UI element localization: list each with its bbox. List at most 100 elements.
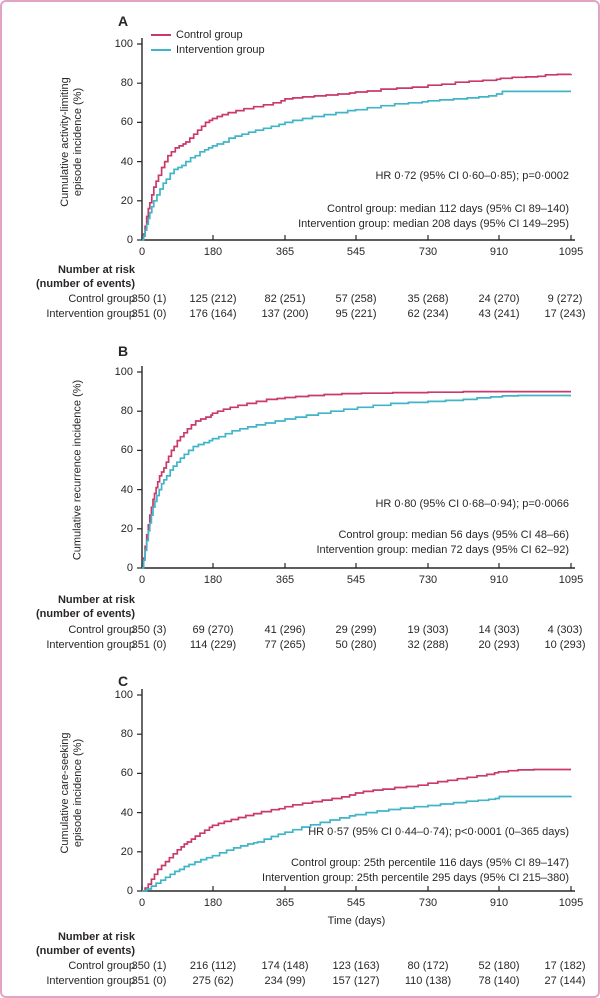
- panel-c-annotation-median-1: Control group: 25th percentile 116 days …: [290, 857, 569, 869]
- panel-a-x-tick-label: 180: [203, 246, 223, 258]
- panel-b-risk-value: 4 (303): [547, 624, 583, 636]
- panel-b-x-tick-label: 545: [346, 574, 366, 586]
- panel-c-x-tick-label: 180: [203, 897, 223, 909]
- panel-a-risk-value: 57 (258): [335, 293, 377, 305]
- panel-c-annotation-hr: HR 0·57 (95% CI 0·44–0·74); p<0·0001 (0–…: [308, 826, 569, 838]
- panel-b-annotation-median-1: Control group: median 56 days (95% CI 48…: [338, 529, 569, 541]
- panel-b-y-axis-title: Cumulative recurrence incidence (%): [71, 379, 84, 561]
- panel-a-risk-value: 351 (0): [131, 308, 167, 320]
- panel-c-risk-value: 123 (163): [332, 960, 380, 972]
- panel-a-risk-value: 125 (212): [189, 293, 237, 305]
- panel-c-risk-value: 157 (127): [332, 975, 380, 987]
- panel-b-risk-row-label: Control group: [68, 624, 135, 636]
- panel-c-risk-value: 350 (1): [131, 960, 167, 972]
- panel-b-risk-value: 32 (288): [407, 639, 449, 651]
- panel-a-y-axis-title: Cumulative activity-limiting episode inci…: [59, 77, 84, 207]
- panel-c-risk-row-label: Intervention group: [46, 975, 135, 987]
- panel-b-x-tick-label: 1095: [558, 574, 584, 586]
- panel-c-risk-value: 17 (182): [544, 960, 586, 972]
- legend-control-swatch: [151, 34, 171, 36]
- panel-c-control-curve: [142, 768, 571, 892]
- panel-b-y-tick-label: 60: [120, 444, 133, 457]
- panel-c-x-tick-label: 545: [346, 897, 366, 909]
- panel-a-y-tick-label: 0: [126, 234, 133, 246]
- panel-b-risk-value: 50 (280): [335, 639, 377, 651]
- panel-b-risk-value: 14 (303): [478, 624, 520, 636]
- panel-b-y-tick-label: 100: [114, 366, 133, 378]
- panel-a-risk-value: 35 (268): [407, 293, 449, 305]
- panel-a-risk-row-label: Control group: [68, 293, 135, 305]
- legend-intervention-swatch: [151, 49, 171, 51]
- panel-b-y-tick-label: 0: [126, 562, 133, 574]
- panel-a-x-tick-label: 730: [418, 246, 438, 258]
- panel-a-risk-value: 95 (221): [335, 308, 377, 320]
- panel-c-label: C: [118, 673, 129, 689]
- panel-a-risk-value: 82 (251): [264, 293, 306, 305]
- panel-a-risk-value: 137 (200): [261, 308, 309, 320]
- panel-c-risk-value: 52 (180): [478, 960, 520, 972]
- panel-c-y-tick-label: 100: [114, 689, 133, 701]
- panel-a-x-tick-label: 545: [346, 246, 366, 258]
- legend-intervention-label: Intervention group: [176, 44, 265, 56]
- panel-a-intervention-curve: [142, 90, 571, 241]
- panel-c-y-tick-label: 20: [120, 845, 133, 858]
- panel-b-risk-value: 19 (303): [407, 624, 449, 636]
- panel-b-risk-value: 29 (299): [335, 624, 377, 636]
- panel-b-y-tick-label: 20: [120, 522, 133, 535]
- panel-a-x-tick-label: 1095: [558, 246, 584, 258]
- panel-c-risk-row-label: Control group: [68, 960, 135, 972]
- panel-a-x-tick-label: 910: [489, 246, 509, 258]
- panel-c-y-axis-title: Cumulative care-seeking episode incidence…: [59, 732, 84, 854]
- panel-c-x-tick-label: 0: [138, 897, 146, 909]
- panel-a-annotation-median-2: Intervention group: median 208 days (95%…: [298, 218, 569, 230]
- panel-b-y-tick-label: 40: [120, 483, 133, 496]
- panel-b-risk-value: 41 (296): [264, 624, 306, 636]
- panel-b-annotation-median-2: Intervention group: median 72 days (95% …: [316, 544, 569, 556]
- panel-c-risk-value: 351 (0): [131, 975, 167, 987]
- panel-a-risk-value: 43 (241): [478, 308, 520, 320]
- panel-a-annotation-hr: HR 0·72 (95% CI 0·60–0·85); p=0·0002: [375, 170, 569, 182]
- panel-b-x-tick-label: 365: [275, 574, 295, 586]
- panel-b-control-curve: [142, 390, 571, 569]
- panel-c-x-tick-label: 365: [275, 897, 295, 909]
- panel-c-risk-value: 110 (138): [404, 975, 452, 987]
- panel-a-risk-value: 62 (234): [407, 308, 449, 320]
- panel-b-risk-value: 350 (3): [131, 624, 167, 636]
- panel-a-y-tick-label: 80: [120, 77, 133, 90]
- panel-c-y-tick-label: 0: [126, 885, 133, 897]
- panel-c-x-tick-label: 910: [489, 897, 509, 909]
- panel-a-risk-header-2: (number of events): [35, 278, 135, 290]
- panel-a-risk-value: 9 (272): [547, 293, 583, 305]
- panel-b-x-tick-label: 180: [203, 574, 223, 586]
- panel-a-y-tick-label: 40: [120, 155, 133, 168]
- legend-control-label: Control group: [176, 29, 243, 41]
- panel-c-risk-value: 275 (62): [192, 975, 234, 987]
- panel-c-risk-value: 78 (140): [478, 975, 520, 987]
- panel-b-intervention-curve: [142, 394, 571, 569]
- panel-b-risk-value: 10 (293): [544, 639, 586, 651]
- panel-c-risk-value: 216 (112): [189, 960, 237, 972]
- panel-c-y-tick-label: 40: [120, 806, 133, 819]
- panel-a-risk-header-1: Number at risk: [57, 264, 135, 276]
- panel-c-risk-value: 80 (172): [407, 960, 449, 972]
- panel-b-risk-header-2: (number of events): [35, 608, 135, 620]
- panel-c-y-tick-label: 80: [120, 728, 133, 741]
- panel-b-risk-value: 351 (0): [131, 639, 167, 651]
- panel-a-x-tick-label: 365: [275, 246, 295, 258]
- panel-b-risk-header-1: Number at risk: [57, 594, 135, 606]
- panel-a-risk-value: 17 (243): [544, 308, 586, 320]
- panel-a-annotation-median-1: Control group: median 112 days (95% CI 8…: [327, 203, 569, 215]
- x-axis-title: Time (days): [327, 915, 386, 927]
- panel-a-y-tick-label: 60: [120, 116, 133, 129]
- panel-a-control-curve: [142, 73, 572, 241]
- panel-b-x-tick-label: 730: [418, 574, 438, 586]
- panel-a-x-tick-label: 0: [138, 246, 146, 258]
- panel-b-risk-value: 77 (265): [264, 639, 306, 651]
- panel-c-intervention-curve: [142, 795, 572, 892]
- panel-a-risk-row-label: Intervention group: [46, 308, 135, 320]
- panel-a-y-tick-label: 20: [120, 194, 133, 207]
- panel-c-x-tick-label: 730: [418, 897, 438, 909]
- panel-b-x-tick-label: 910: [489, 574, 509, 586]
